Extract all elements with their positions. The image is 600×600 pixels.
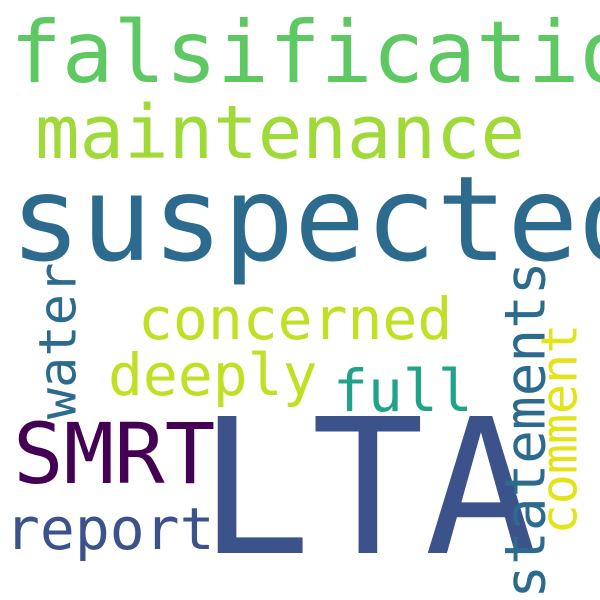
word-deeply: deeply [108, 341, 318, 409]
word-water: water [28, 262, 89, 420]
word-full: full [333, 357, 473, 425]
word-maintenance: maintenance [35, 90, 526, 176]
word-lta: LTA [198, 379, 538, 598]
word-smrt: SMRT [13, 405, 216, 503]
word-suspected: suspected [10, 150, 600, 288]
word-comment: comment [530, 323, 589, 535]
word-falsification: falsification [10, 3, 600, 103]
word-report: report [5, 495, 215, 563]
word-concerned: concerned [138, 285, 453, 353]
